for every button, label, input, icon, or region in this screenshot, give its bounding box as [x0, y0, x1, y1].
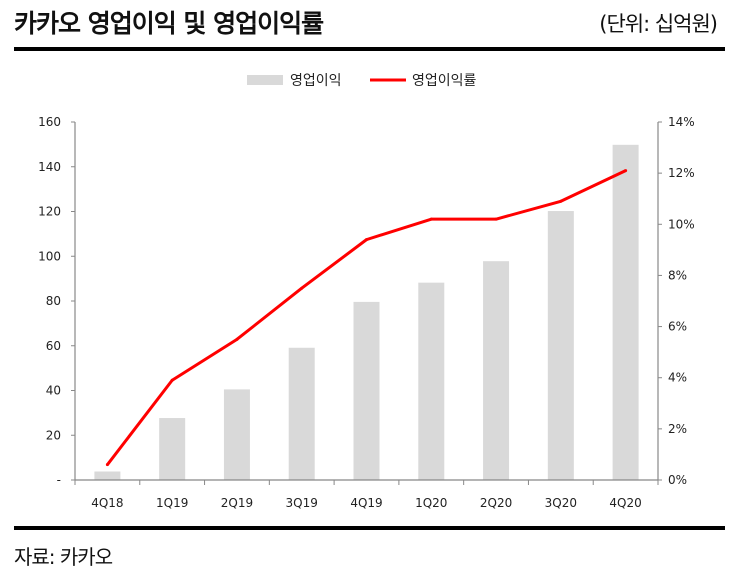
x-tick-label: 3Q19	[286, 496, 318, 510]
left-tick-label: 100	[38, 249, 61, 263]
legend-bar-swatch	[247, 75, 283, 85]
right-tick-label: 8%	[668, 268, 687, 282]
margin-point-1Q20	[429, 217, 433, 221]
margin-point-4Q18	[105, 463, 109, 467]
x-tick-label: 1Q20	[415, 496, 447, 510]
left-tick-label: 60	[46, 339, 61, 353]
source-note: 자료: 카카오	[14, 545, 113, 569]
top-rule	[14, 47, 725, 51]
right-tick-label: 0%	[668, 473, 687, 487]
legend-line-label: 영업이익률	[412, 73, 477, 89]
bar-3Q19	[288, 347, 315, 480]
left-tick-label: 140	[38, 160, 61, 174]
right-tick-label: 4%	[668, 371, 687, 385]
bar-1Q20	[418, 282, 445, 480]
bar-3Q20	[547, 211, 574, 481]
margin-point-4Q19	[365, 238, 368, 242]
margin-point-2Q19	[235, 337, 239, 341]
left-tick-label: 20	[46, 428, 61, 442]
x-tick-label: 2Q20	[480, 496, 512, 510]
x-tick-label: 4Q20	[609, 496, 641, 510]
bar-1Q19	[159, 418, 186, 480]
x-tick-label: 4Q19	[350, 496, 382, 510]
right-tick-label: 6%	[668, 320, 687, 334]
bar-2Q20	[483, 261, 510, 480]
margin-point-2Q20	[494, 217, 498, 221]
x-tick-label: 2Q19	[221, 496, 253, 510]
right-tick-label: 12%	[668, 166, 695, 180]
left-tick-label: 40	[46, 384, 61, 398]
left-tick-label: 160	[38, 115, 61, 129]
right-tick-label: 2%	[668, 422, 687, 436]
x-tick-label: 4Q18	[91, 496, 123, 510]
bar-4Q19	[353, 301, 380, 480]
x-tick-label: 3Q20	[545, 496, 577, 510]
bottom-rule	[14, 526, 725, 530]
left-tick-label: 120	[38, 205, 61, 219]
margin-point-1Q19	[170, 378, 174, 382]
right-tick-label: 10%	[668, 217, 695, 231]
left-tick-label: 80	[46, 294, 61, 308]
bar-2Q19	[223, 389, 250, 480]
bar-4Q18	[94, 471, 121, 480]
margin-point-3Q19	[300, 286, 304, 290]
margin-point-3Q20	[559, 199, 563, 203]
margin-point-4Q20	[624, 169, 628, 173]
left-tick-label: -	[57, 473, 61, 487]
chart-title: 카카오 영업이익 및 영업이익률	[14, 9, 324, 38]
unit-label: (단위: 십억원)	[599, 12, 718, 36]
right-tick-label: 14%	[668, 115, 695, 129]
legend: 영업이익 영업이익률	[247, 73, 477, 89]
legend-bar-label: 영업이익	[290, 73, 342, 89]
bar-4Q20	[612, 144, 639, 480]
x-tick-label: 1Q19	[156, 496, 188, 510]
